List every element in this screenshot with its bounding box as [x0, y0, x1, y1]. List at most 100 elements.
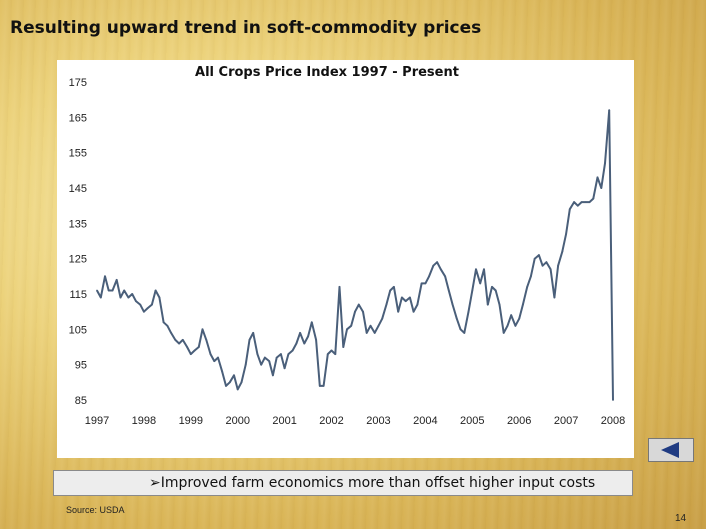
- data-point: [389, 289, 392, 292]
- y-tick-label: 145: [69, 183, 87, 195]
- data-point: [436, 261, 438, 264]
- data-point: [447, 289, 450, 292]
- data-point: [444, 275, 446, 278]
- y-tick-label: 85: [75, 395, 87, 407]
- data-point: [362, 310, 364, 313]
- y-tick-label: 115: [69, 289, 87, 301]
- previous-slide-button[interactable]: [648, 438, 694, 462]
- data-point: [350, 324, 353, 327]
- data-point: [162, 321, 165, 324]
- data-point: [608, 109, 611, 112]
- data-point: [151, 303, 153, 306]
- data-point: [244, 363, 247, 366]
- page-number: 14: [675, 513, 687, 524]
- data-point: [491, 286, 493, 288]
- line-chart: All Crops Price Index 1997 - Present 175…: [69, 65, 626, 427]
- x-tick-label: 1999: [179, 415, 203, 427]
- data-point: [588, 201, 591, 204]
- data-point: [236, 388, 239, 391]
- data-point: [158, 296, 161, 299]
- data-point: [420, 282, 423, 285]
- data-point: [369, 324, 372, 327]
- data-point: [365, 332, 368, 334]
- data-point: [385, 303, 388, 306]
- data-point: [424, 282, 427, 285]
- x-tick-label: 2004: [413, 415, 437, 427]
- x-axis-ticks: 1997 1998 1999 2000 2001 2002 2003 2004 2005 2006…: [85, 415, 625, 427]
- data-point: [330, 349, 333, 352]
- data-point: [248, 339, 251, 341]
- data-point: [205, 339, 208, 341]
- data-point: [428, 275, 430, 278]
- data-point: [439, 268, 442, 271]
- data-point: [256, 353, 259, 355]
- data-point: [189, 353, 192, 355]
- data-point: [186, 346, 189, 348]
- data-point: [557, 264, 559, 267]
- data-point: [463, 332, 466, 334]
- y-tick-label: 125: [69, 254, 87, 266]
- series-line: [96, 109, 614, 401]
- data-point: [342, 346, 345, 348]
- y-axis-ticks: 175 165 155 145 135 125 115 105 95 85: [69, 77, 87, 407]
- x-tick-label: 2007: [554, 415, 578, 427]
- data-point: [592, 197, 595, 200]
- data-point: [455, 317, 458, 320]
- y-tick-label: 135: [69, 218, 87, 230]
- data-point: [287, 353, 290, 355]
- data-point: [280, 353, 282, 355]
- data-point: [310, 321, 313, 324]
- data-point: [412, 310, 415, 313]
- data-point: [561, 250, 564, 253]
- data-point: [541, 264, 544, 267]
- data-point: [143, 310, 145, 313]
- data-point: [471, 289, 474, 292]
- data-point: [303, 342, 306, 345]
- y-tick-label: 155: [69, 148, 87, 160]
- data-point: [111, 289, 114, 292]
- data-point: [225, 385, 227, 387]
- data-point: [166, 324, 169, 327]
- x-tick-label: 2006: [507, 415, 531, 427]
- data-point: [135, 300, 137, 302]
- x-tick-label: 2008: [601, 415, 625, 427]
- data-point: [197, 346, 200, 348]
- data-point: [416, 303, 419, 306]
- data-point: [170, 332, 172, 334]
- data-point: [373, 332, 376, 334]
- data-point: [404, 300, 407, 302]
- y-tick-label: 165: [69, 112, 87, 124]
- data-point: [154, 289, 157, 292]
- data-point: [209, 353, 212, 355]
- data-point: [322, 385, 325, 387]
- data-point: [318, 385, 321, 387]
- data-point: [377, 324, 380, 327]
- data-point: [233, 374, 235, 377]
- data-point: [299, 332, 301, 334]
- data-point: [221, 370, 224, 373]
- data-point: [498, 303, 501, 306]
- x-tick-label: 1998: [132, 415, 156, 427]
- bullet-note: ➢Improved farm economics more than offse…: [53, 470, 633, 496]
- data-point: [545, 261, 548, 264]
- data-point: [381, 317, 384, 320]
- data-point: [530, 275, 532, 278]
- data-point: [123, 289, 126, 292]
- data-point: [264, 356, 266, 359]
- data-point: [522, 303, 524, 306]
- data-point: [354, 310, 356, 313]
- chart-panel: All Crops Price Index 1997 - Present 175…: [57, 60, 634, 458]
- data-point: [291, 349, 294, 352]
- data-point: [275, 356, 278, 359]
- data-point: [326, 353, 329, 355]
- data-point: [397, 310, 400, 313]
- data-point: [533, 257, 536, 260]
- y-tick-label: 105: [69, 324, 87, 336]
- data-point: [600, 187, 603, 189]
- data-point: [217, 356, 219, 359]
- data-point: [576, 204, 579, 207]
- data-point: [346, 328, 348, 331]
- data-point: [518, 317, 521, 320]
- data-point: [174, 339, 177, 341]
- data-point: [494, 289, 497, 292]
